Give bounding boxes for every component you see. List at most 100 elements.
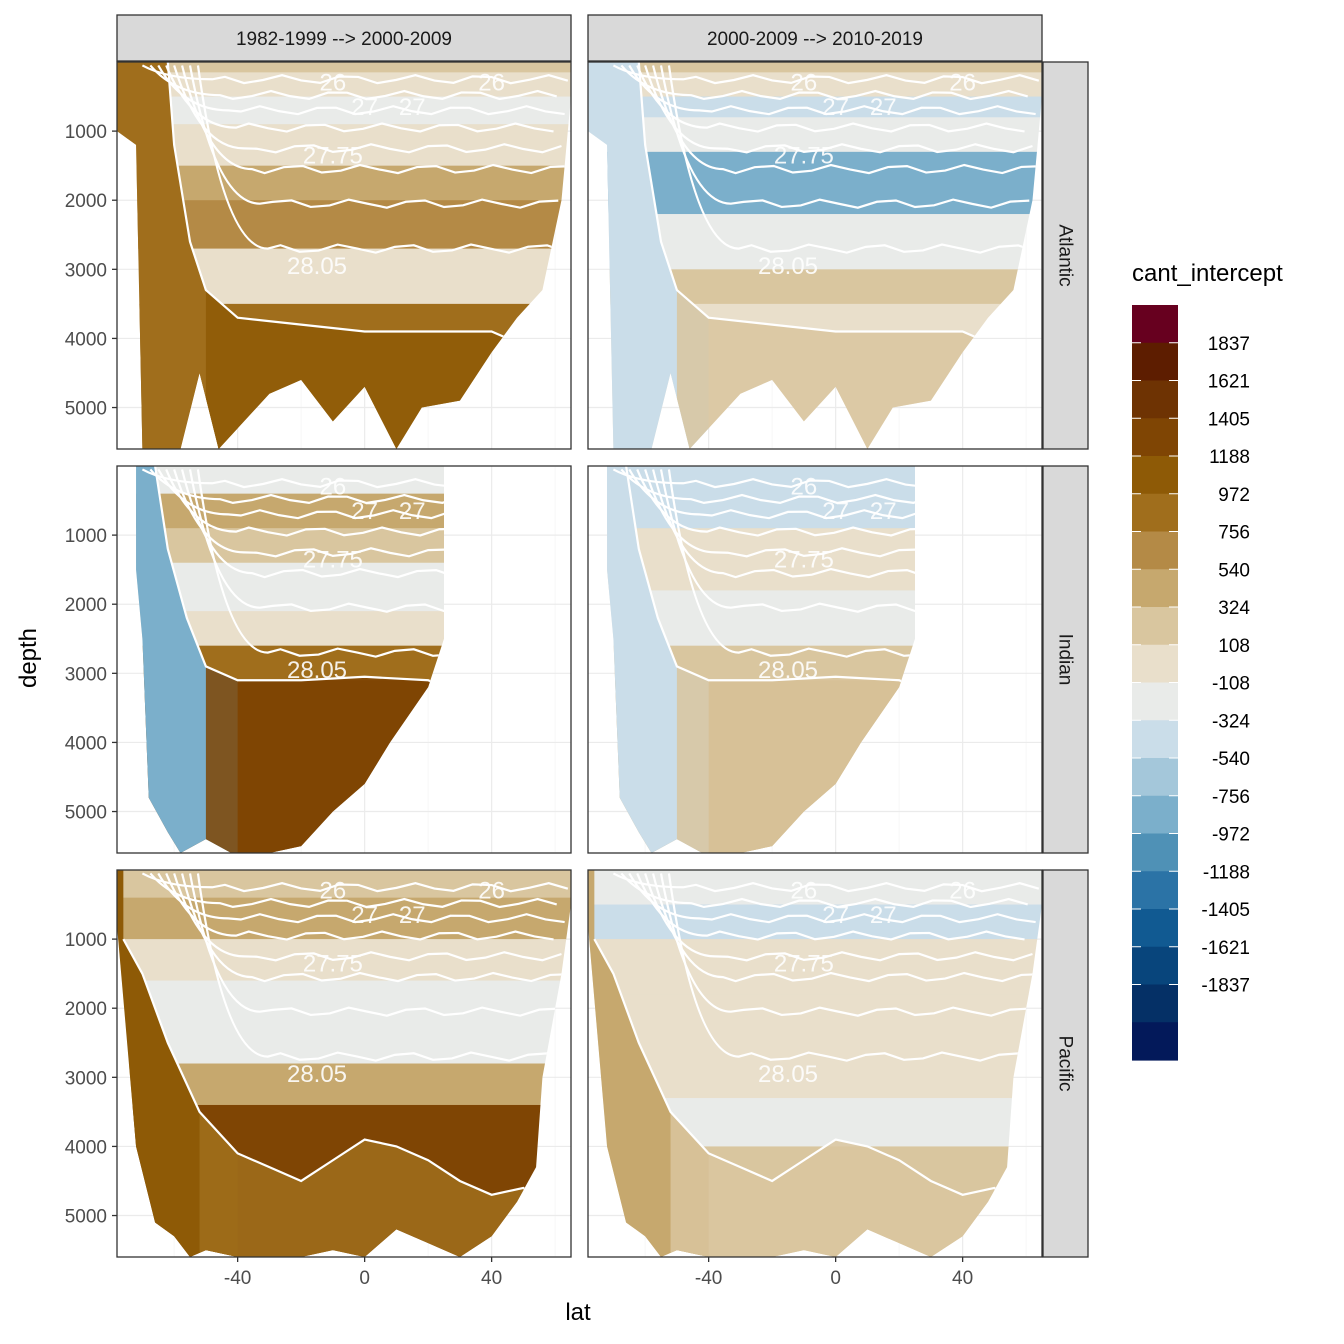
- contour-label: 27: [351, 94, 378, 121]
- legend-label: -1837: [1201, 976, 1250, 997]
- density-contours: [141, 466, 445, 689]
- depth-band: [588, 939, 1042, 995]
- panel-border: [116, 869, 572, 1258]
- depth-band: [607, 528, 916, 591]
- contour-label: 28.05: [758, 1061, 818, 1088]
- x-axis-title: lat: [565, 1299, 591, 1326]
- contour-label: 28.05: [287, 1061, 347, 1088]
- contour-label: 26: [478, 70, 505, 97]
- legend-color-step: [1132, 833, 1178, 872]
- x-tick-label: 40: [952, 1268, 973, 1289]
- density-line-deep: [637, 62, 996, 449]
- legend-title: cant_intercept: [1132, 260, 1283, 287]
- y-tick-label: 4000: [65, 1137, 107, 1158]
- density-line-deep: [593, 938, 1011, 1203]
- contour-label: 26: [949, 474, 976, 501]
- y-tick-label: 3000: [65, 260, 107, 281]
- contour-label: 28.05: [758, 657, 818, 684]
- contour-label: 27: [351, 498, 378, 525]
- density-line: [181, 873, 570, 983]
- density-line: [667, 469, 916, 658]
- deep-basin-water: [199, 1111, 571, 1257]
- x-tick-label: -40: [695, 1268, 722, 1289]
- legend-label: 1837: [1208, 334, 1250, 355]
- legend-color-step: [1132, 871, 1178, 910]
- contour-label: 27.75: [774, 546, 834, 573]
- density-line: [612, 872, 1040, 893]
- strip-col-1: 1982-1999 --> 2000-2009: [116, 14, 572, 62]
- deep-basin-water: [670, 1111, 1042, 1257]
- legend-label: -972: [1212, 825, 1250, 846]
- strip-row-atlantic: Atlantic: [1042, 61, 1089, 450]
- legend-color-step: [1132, 456, 1178, 495]
- strip-row-indian: Indian: [1042, 465, 1089, 854]
- axes: 1000200030004000500010002000300040005000…: [65, 122, 973, 1289]
- y-tick-label: 4000: [65, 329, 107, 350]
- legend-color-step: [1132, 758, 1178, 797]
- x-tick-label: 0: [359, 1268, 370, 1289]
- density-line: [196, 65, 567, 254]
- legend-color-step: [1132, 305, 1178, 344]
- strip-col-2: 2000-2009 --> 2010-2019: [587, 14, 1043, 62]
- legend-label: -324: [1212, 711, 1250, 732]
- density-contours: [593, 872, 1041, 1203]
- density-line: [612, 468, 916, 489]
- strip-background: [587, 14, 1043, 62]
- facet-strips: 1982-1999 --> 2000-2009 2000-2009 --> 201…: [116, 14, 1089, 1258]
- legend-color-step: [1132, 946, 1178, 986]
- density-contours: [141, 62, 570, 449]
- legend-color-step: [1132, 720, 1178, 759]
- legend-label: 324: [1218, 598, 1250, 619]
- contour-label: 27.75: [303, 142, 363, 169]
- density-line: [644, 469, 916, 558]
- density-line: [667, 873, 1038, 1062]
- contour-label: 26: [320, 474, 347, 501]
- density-line: [659, 65, 1030, 209]
- legend-label: 540: [1218, 560, 1250, 581]
- legend-colorbar: 1837 1621 1405 1188 972 756 540 324 108 -108 -324 -…: [1132, 305, 1250, 1061]
- density-line: [181, 65, 570, 175]
- density-line-deep: [166, 62, 525, 449]
- y-tick-label: 5000: [65, 399, 107, 420]
- contour-label: 26: [949, 70, 976, 97]
- density-line: [181, 469, 445, 579]
- density-line: [173, 65, 562, 154]
- legend-color-step: [1132, 342, 1178, 382]
- strip-background: [1042, 61, 1089, 450]
- panel-border: [587, 465, 1043, 854]
- contour-label: 26: [320, 70, 347, 97]
- contour-label: 27.75: [303, 546, 363, 573]
- depth-band: [588, 151, 1042, 215]
- contour-label: 27.75: [774, 950, 834, 977]
- density-line: [652, 469, 916, 579]
- legend-color-step: [1132, 984, 1178, 1023]
- density-line: [652, 873, 1041, 983]
- legend-color-step: [1132, 531, 1178, 570]
- legend-label: 1188: [1209, 447, 1250, 468]
- contour-label: 26: [791, 878, 818, 905]
- x-tick-label: -40: [224, 1268, 251, 1289]
- y-tick-label: 2000: [65, 595, 107, 616]
- density-contours: [122, 872, 570, 1203]
- contour-label: 28.05: [287, 253, 347, 280]
- contour-label: 26: [791, 70, 818, 97]
- density-line: [196, 873, 567, 1062]
- y-tick-label: 1000: [65, 122, 107, 143]
- contour-label: 26: [949, 878, 976, 905]
- contour-label: 27: [870, 498, 897, 525]
- depth-band: [117, 980, 571, 1064]
- strip-label: Indian: [1055, 634, 1076, 686]
- density-line-deep: [122, 938, 540, 1203]
- legend-label: -1405: [1201, 900, 1250, 921]
- legend-color-step: [1132, 682, 1178, 721]
- density-line: [188, 469, 445, 613]
- contour-label: 26: [478, 878, 505, 905]
- depth-band: [588, 96, 1042, 118]
- contour-label: 27.75: [303, 950, 363, 977]
- density-line: [667, 65, 1038, 254]
- density-line-deep: [154, 466, 445, 689]
- density-line: [188, 873, 559, 1017]
